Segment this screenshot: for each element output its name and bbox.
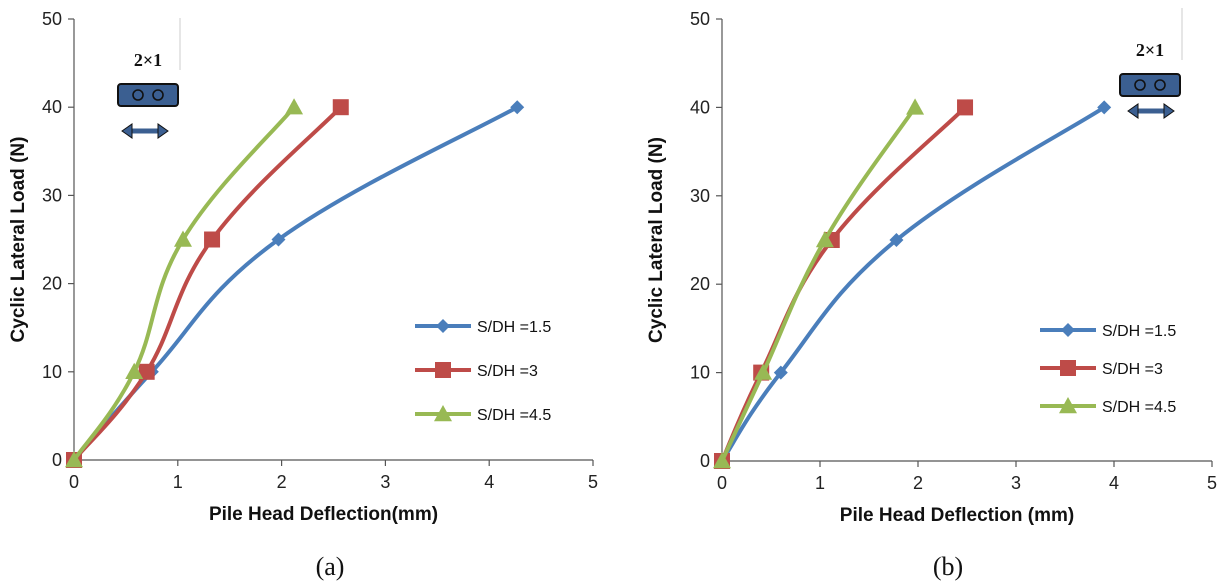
y-tick-label: 20 (690, 274, 710, 294)
data-point (906, 98, 925, 115)
y-tick-label: 30 (690, 186, 710, 206)
y-tick-label: 0 (52, 450, 62, 470)
pile-cap (1119, 73, 1181, 97)
y-tick-label: 50 (690, 9, 710, 29)
legend-marker (1060, 360, 1076, 376)
x-tick-label: 5 (1207, 473, 1217, 493)
arrow-head-right (1163, 103, 1175, 119)
y-tick-label: 50 (42, 9, 62, 29)
series-1 (67, 100, 525, 467)
legend-marker (434, 405, 452, 422)
legend-entry-2: S/DH =3 (415, 362, 538, 380)
x-tick-label: 4 (484, 472, 494, 492)
x-tick-label: 0 (69, 472, 79, 492)
data-point (138, 363, 155, 380)
legend-entry-1: S/DH =1.5 (1040, 323, 1176, 340)
data-point (773, 365, 788, 380)
pile-group-inset: 2×1 (1119, 8, 1183, 119)
data-point (204, 231, 221, 248)
x-tick-label: 4 (1109, 473, 1119, 493)
series-1 (715, 100, 1112, 468)
legend-label: S/DH =4.5 (477, 407, 551, 424)
y-tick-label: 20 (42, 274, 62, 294)
legend-marker (436, 319, 450, 333)
legend-marker (1059, 397, 1077, 414)
legend-label: S/DH =3 (1102, 361, 1163, 378)
legend-marker (435, 362, 451, 378)
x-tick-label: 3 (380, 472, 390, 492)
legend-entry-3: S/DH =4.5 (415, 405, 551, 424)
series-3 (713, 98, 925, 469)
pile-group-inset: 2×1 (117, 18, 181, 139)
panel-caption: (b) (933, 552, 963, 581)
data-point (815, 231, 834, 248)
arrow-head-left (121, 123, 133, 139)
arrow-head-left (1127, 103, 1139, 119)
y-tick-label: 40 (42, 97, 62, 117)
data-point (957, 99, 974, 116)
y-tick-label: 40 (690, 97, 710, 117)
x-tick-label: 5 (588, 472, 598, 492)
x-axis-title: Pile Head Deflection (mm) (840, 505, 1074, 526)
inset-label: 2×1 (1136, 40, 1164, 60)
x-tick-label: 2 (277, 472, 287, 492)
pile-cap (117, 83, 179, 107)
series-line (72, 105, 520, 462)
data-point (510, 100, 525, 115)
data-point (332, 99, 349, 116)
y-axis-title: Cyclic Lateral Load (N) (646, 137, 667, 343)
x-tick-label: 0 (717, 473, 727, 493)
y-axis-title: Cyclic Lateral Load (N) (8, 137, 29, 343)
y-tick-label: 10 (42, 362, 62, 382)
double-arrow-icon (121, 123, 169, 139)
data-point (125, 362, 144, 379)
pile-1 (1134, 79, 1146, 91)
data-point (65, 451, 83, 468)
x-tick-label: 1 (815, 473, 825, 493)
legend-label: S/DH =1.5 (477, 319, 551, 336)
legend-entry-2: S/DH =3 (1040, 360, 1163, 378)
data-point (271, 232, 286, 247)
x-axis-title: Pile Head Deflection(mm) (209, 504, 438, 525)
x-tick-label: 3 (1011, 473, 1021, 493)
legend-label: S/DH =1.5 (1102, 323, 1176, 340)
series-3 (65, 98, 304, 468)
inset-label: 2×1 (134, 50, 162, 70)
series-line (720, 105, 968, 463)
arrow-head-right (157, 123, 169, 139)
data-point (889, 233, 904, 247)
y-tick-label: 10 (690, 363, 710, 383)
x-tick-label: 1 (173, 472, 183, 492)
legend-marker (1061, 323, 1075, 337)
series-line (720, 105, 1107, 463)
legend-entry-3: S/DH =4.5 (1040, 397, 1176, 416)
pile-2 (1154, 79, 1166, 91)
pile-1 (132, 89, 144, 101)
series-line (720, 105, 918, 463)
panel-caption: (a) (316, 552, 345, 581)
legend-label: S/DH =3 (477, 363, 538, 380)
data-point (713, 452, 731, 469)
double-arrow-icon (1127, 103, 1175, 119)
data-point (285, 98, 304, 115)
y-tick-label: 30 (42, 185, 62, 205)
legend-label: S/DH =4.5 (1102, 399, 1176, 416)
legend-entry-1: S/DH =1.5 (415, 319, 551, 336)
pile-2 (152, 89, 164, 101)
series-line (72, 105, 343, 462)
x-tick-label: 2 (913, 473, 923, 493)
series-line (72, 105, 297, 462)
data-point (1097, 100, 1112, 115)
y-tick-label: 0 (700, 451, 710, 471)
data-point (173, 230, 192, 247)
data-point (754, 363, 773, 380)
